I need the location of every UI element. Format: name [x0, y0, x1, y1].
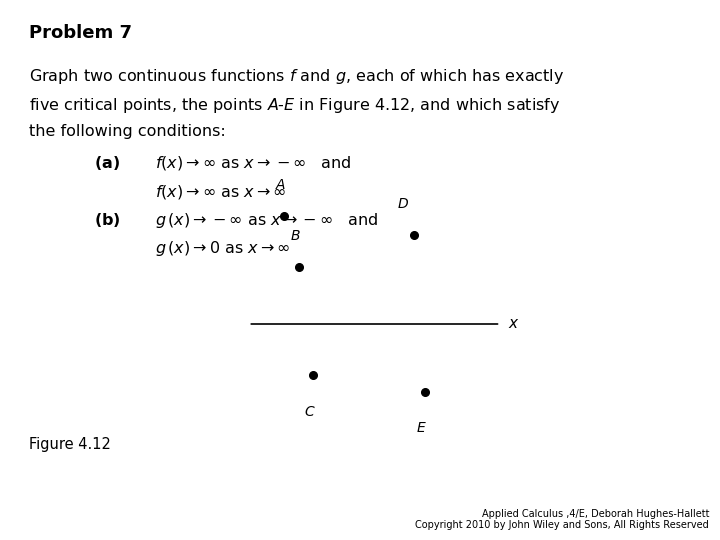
Text: Problem 7: Problem 7 [29, 24, 132, 42]
Text: $f(x) \rightarrow \infty$ as $x \rightarrow -\infty\;$  and: $f(x) \rightarrow \infty$ as $x \rightar… [155, 154, 351, 172]
Text: five critical points, the points $A$-$E$ in Figure 4.12, and which satisfy: five critical points, the points $A$-$E$… [29, 96, 560, 114]
Text: Figure 4.12: Figure 4.12 [29, 437, 111, 453]
Text: Graph two continuous functions $f$ and $g$, each of which has exactly: Graph two continuous functions $f$ and $… [29, 68, 564, 86]
Text: $g\,(x) \rightarrow -\infty$ as $x \rightarrow -\infty\;$  and: $g\,(x) \rightarrow -\infty$ as $x \righ… [155, 211, 378, 229]
Text: $\mathbf{(a)}$: $\mathbf{(a)}$ [94, 154, 120, 172]
Text: $\mathbf{(b)}$: $\mathbf{(b)}$ [94, 211, 120, 228]
Text: $\it{A}$: $\it{A}$ [275, 178, 287, 192]
Text: $x$: $x$ [508, 316, 519, 332]
Text: Applied Calculus ,4/E, Deborah Hughes-Hallett: Applied Calculus ,4/E, Deborah Hughes-Ha… [482, 509, 709, 519]
Text: $\it{C}$: $\it{C}$ [304, 405, 315, 419]
Text: $\it{B}$: $\it{B}$ [290, 229, 300, 243]
Text: $\it{E}$: $\it{E}$ [416, 421, 426, 435]
Text: $g\,(x) \rightarrow 0$ as $x \rightarrow \infty$: $g\,(x) \rightarrow 0$ as $x \rightarrow… [155, 239, 290, 258]
Text: $f(x) \rightarrow \infty$ as $x \rightarrow \infty$: $f(x) \rightarrow \infty$ as $x \rightar… [155, 183, 287, 200]
Text: $\it{D}$: $\it{D}$ [397, 197, 409, 211]
Text: the following conditions:: the following conditions: [29, 124, 225, 139]
Text: Copyright 2010 by John Wiley and Sons, All Rights Reserved: Copyright 2010 by John Wiley and Sons, A… [415, 520, 709, 530]
